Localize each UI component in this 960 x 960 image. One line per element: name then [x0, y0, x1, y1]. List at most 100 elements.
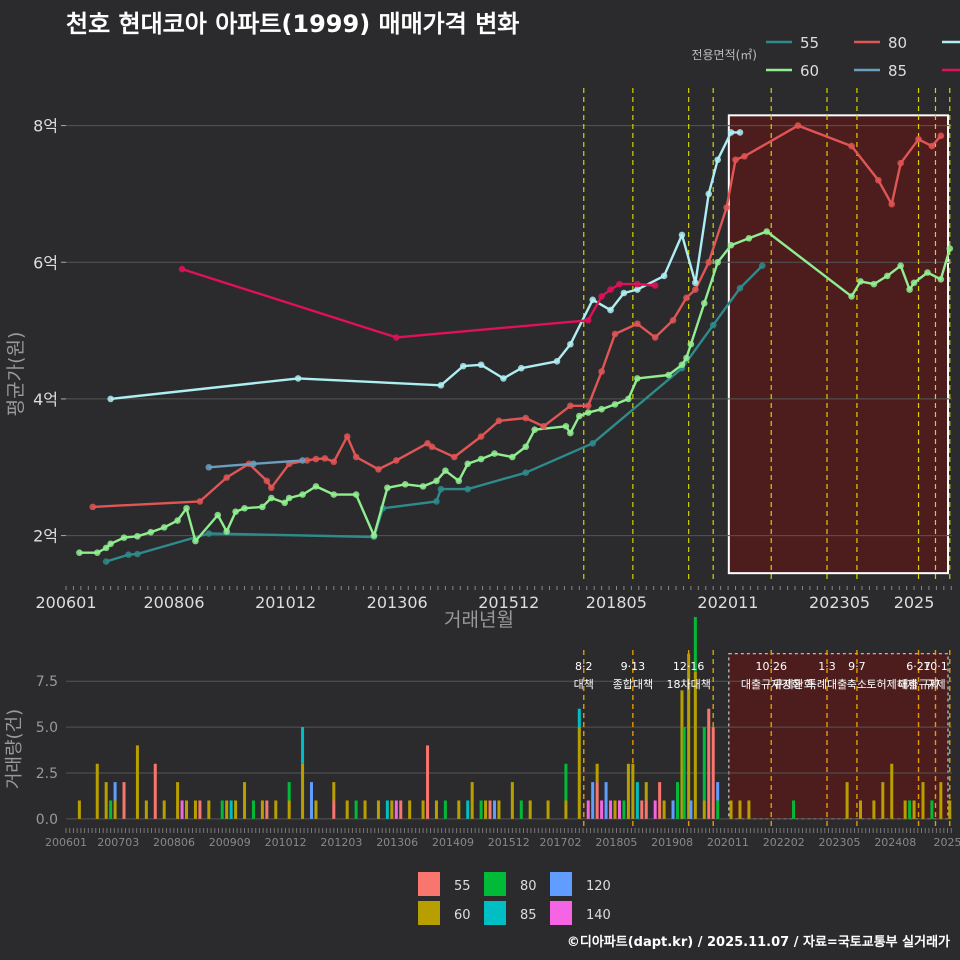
bar-60 [939, 782, 943, 819]
bar-x-tick-label: 200806 [153, 836, 195, 849]
data-point-120 [437, 381, 445, 389]
bar-60 [193, 800, 197, 819]
bar-140 [586, 800, 590, 819]
bar-60 [729, 800, 733, 819]
data-point-55 [102, 558, 110, 565]
data-point-60 [567, 429, 574, 437]
bar-legend-swatch-60 [418, 901, 440, 925]
data-point-60 [665, 371, 672, 379]
bar-140 [394, 800, 398, 819]
data-point-120 [620, 289, 628, 297]
policy-annotation-date: 8·2 [575, 660, 593, 673]
data-point-60 [562, 422, 570, 430]
bar-120 [671, 800, 675, 819]
bar-legend-swatch-120 [550, 872, 572, 896]
x-tick-label: 201805 [586, 593, 647, 612]
data-point-80 [567, 402, 574, 410]
data-point-60 [174, 517, 181, 524]
bar-60 [564, 800, 568, 819]
bar-y-tick-label: 2.5 [36, 766, 58, 782]
bar-60 [234, 800, 238, 819]
bar-140 [609, 800, 613, 819]
data-point-60 [883, 272, 891, 280]
bar-80 [693, 616, 697, 673]
data-point-60 [76, 549, 83, 556]
bar-legend-swatch-55 [418, 872, 440, 896]
bar-80 [354, 800, 358, 819]
policy-annotation-date: 9·7 [848, 660, 866, 673]
bar-y-tick-label: 5.0 [36, 720, 58, 736]
bar-60 [301, 763, 305, 819]
bar-55 [488, 800, 492, 819]
data-point-60 [93, 549, 101, 556]
data-point-60 [678, 361, 686, 369]
data-point-60 [924, 269, 931, 276]
data-point-120 [692, 279, 699, 287]
bar-60 [845, 782, 849, 819]
bar-80 [220, 800, 224, 819]
y-tick-label: 4억 [33, 390, 58, 409]
data-point-60 [491, 450, 498, 457]
data-point-85 [205, 463, 213, 471]
bar-legend-label-140: 140 [586, 908, 611, 923]
series-line-55 [105, 264, 764, 563]
data-point-80 [732, 156, 739, 164]
bar-120 [113, 782, 117, 801]
bar-80 [792, 800, 796, 819]
bar-60 [314, 800, 318, 819]
bar-120 [689, 800, 693, 819]
data-point-80 [705, 258, 713, 266]
data-point-140 [651, 282, 659, 289]
bar-60 [434, 800, 438, 819]
data-point-80 [392, 457, 400, 464]
data-point-120 [107, 395, 114, 403]
data-point-60 [897, 262, 904, 269]
bar-y-tick-label: 7.5 [36, 674, 58, 690]
data-point-60 [584, 409, 592, 416]
bar-60 [680, 690, 684, 819]
bar-x-tick-label: 202408 [874, 836, 916, 849]
policy-annotation-date: 10·26 [755, 660, 787, 673]
data-point-60 [312, 483, 320, 490]
legend-label-60: 60 [800, 62, 819, 80]
bar-85 [301, 727, 305, 764]
data-point-55 [134, 550, 141, 558]
data-point-120 [459, 362, 467, 370]
bar-x-tick-label: 200601 [45, 836, 87, 849]
data-point-80 [897, 159, 904, 167]
data-point-80 [428, 443, 436, 451]
bar-60 [631, 763, 635, 819]
data-point-60 [330, 491, 338, 498]
bar-55 [399, 800, 403, 819]
data-point-60 [183, 504, 190, 512]
data-point-60 [714, 258, 721, 266]
bar-60 [747, 800, 751, 819]
data-point-120 [714, 156, 721, 164]
bar-60 [260, 800, 264, 819]
bar-80 [675, 782, 679, 819]
bar-60 [376, 800, 380, 819]
data-point-80 [321, 455, 329, 462]
data-point-140 [634, 280, 641, 288]
data-point-60 [477, 455, 485, 463]
legend-title: 전용면적(㎡) [691, 48, 757, 62]
data-point-60 [370, 532, 378, 539]
policy-annotation-label: 규제완화 [773, 678, 813, 691]
bar-x-tick-label: 201012 [265, 836, 307, 849]
bar-60 [162, 800, 166, 819]
bar-140 [617, 800, 621, 819]
data-point-55 [709, 321, 717, 329]
bar-60 [225, 800, 229, 819]
bar-x-tick-label: 201702 [540, 836, 582, 849]
data-point-140 [392, 334, 400, 341]
legend-label-55: 55 [800, 34, 819, 52]
bar-60 [687, 653, 691, 819]
bar-x-tick-label: 202011 [707, 836, 749, 849]
x-tick-label: 201512 [478, 593, 539, 612]
data-point-60 [285, 494, 293, 502]
data-point-60 [683, 354, 690, 362]
data-point-80 [451, 453, 458, 461]
data-point-140 [607, 286, 614, 293]
data-point-80 [424, 440, 431, 447]
bar-60 [135, 745, 139, 819]
